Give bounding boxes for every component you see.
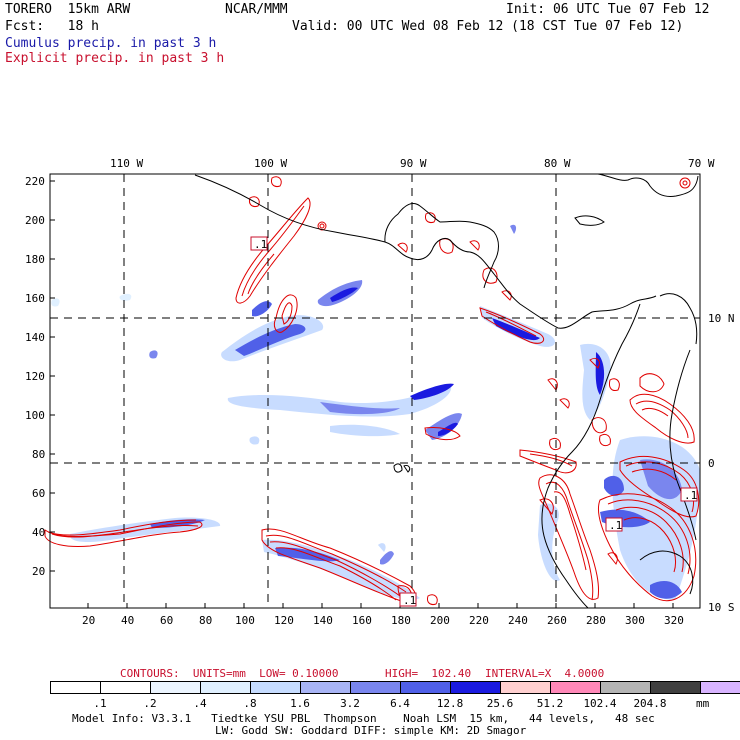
legend-cumulus: Cumulus precip. in past 3 h <box>5 36 217 51</box>
x-tick-label: 320 <box>664 614 684 627</box>
x-tick-label: 100 <box>235 614 255 627</box>
contour-label: .1 <box>684 489 698 502</box>
y-tick-label: 200 <box>25 214 45 227</box>
colorbar-label: 102.4 <box>583 697 617 710</box>
y-tick-label: 60 <box>32 487 46 500</box>
colorbar-swatch <box>500 681 551 694</box>
coastlines <box>194 173 699 609</box>
organization: NCAR/MMM <box>225 2 288 17</box>
y-tick-label: 80 <box>32 448 46 461</box>
colorbar-swatch <box>300 681 351 694</box>
colorbar-label: 51.2 <box>536 697 564 710</box>
init-time: Init: 06 UTC Tue 07 Feb 12 <box>506 2 710 17</box>
colorbar-swatch <box>50 681 101 694</box>
x-tick-label: 20 <box>82 614 96 627</box>
colorbar-label: .8 <box>243 697 257 710</box>
explicit-precip-contours <box>44 176 700 605</box>
y-tick-label: 180 <box>25 253 45 266</box>
forecast-hour: Fcst: 18 h <box>5 19 99 34</box>
colorbar-swatch <box>550 681 601 694</box>
x-tick-label: 80 <box>199 614 213 627</box>
y-tick-label: 160 <box>25 292 45 305</box>
contour-label: .1 <box>609 519 623 532</box>
contour-label-boxes <box>250 236 698 607</box>
contour-label: .1 <box>403 594 417 607</box>
lat-lon-grid <box>50 174 700 608</box>
model-name: TORERO 15km ARW <box>5 2 131 17</box>
colorbar-unit: mm <box>696 697 710 710</box>
colorbar-swatch <box>450 681 501 694</box>
valid-time: Valid: 00 UTC Wed 08 Feb 12 (18 CST Tue … <box>292 19 684 34</box>
colorbar-swatch <box>650 681 701 694</box>
x-tick-label: 240 <box>508 614 528 627</box>
x-tick-label: 180 <box>391 614 411 627</box>
colorbar-label: 6.4 <box>390 697 410 710</box>
lon-label: 90 W <box>400 157 427 170</box>
colorbar-label: 12.8 <box>436 697 464 710</box>
contour-interval: INTERVAL=X 4.0000 <box>485 667 605 680</box>
x-tick-label: 60 <box>160 614 174 627</box>
x-tick-label: 120 <box>274 614 294 627</box>
y-tick-label: 120 <box>25 370 45 383</box>
map-frame <box>49 173 701 609</box>
y-tick-label: 40 <box>32 526 46 539</box>
x-tick-label: 280 <box>586 614 606 627</box>
cumulus-precip-shading <box>51 224 700 600</box>
contour-units: CONTOURS: UNITS=mm LOW= 0.10000 <box>120 667 339 680</box>
colorbar-label: 204.8 <box>633 697 667 710</box>
colorbar-swatch <box>350 681 401 694</box>
legend-explicit: Explicit precip. in past 3 h <box>5 51 225 66</box>
contour-label: .1 <box>254 238 268 251</box>
colorbar-swatch <box>100 681 151 694</box>
x-tick-label: 220 <box>469 614 489 627</box>
physics-info: LW: Godd SW: Goddard DIFF: simple KM: 2D… <box>215 724 527 737</box>
colorbar-label: 3.2 <box>340 697 360 710</box>
colorbar-swatch <box>200 681 251 694</box>
colorbar-swatch <box>700 681 740 694</box>
y-tick-label: 140 <box>25 331 45 344</box>
colorbar-label: .1 <box>93 697 107 710</box>
colorbar-swatch <box>150 681 201 694</box>
colorbar-label: 1.6 <box>290 697 310 710</box>
y-tick-label: 100 <box>25 409 45 422</box>
lon-label: 100 W <box>254 157 288 170</box>
y-tick-label: 220 <box>25 175 45 188</box>
colorbar-swatch <box>600 681 651 694</box>
x-tick-label: 260 <box>547 614 567 627</box>
colorbar-swatch <box>250 681 301 694</box>
colorbar-swatch <box>400 681 451 694</box>
colorbar-label: 25.6 <box>486 697 514 710</box>
y-tick-label: 20 <box>32 565 46 578</box>
lon-label: 110 W <box>110 157 144 170</box>
model-info: Model Info: V3.3.1 Tiedtke YSU PBL Thomp… <box>72 712 655 725</box>
lat-label: 0 <box>708 457 715 470</box>
lat-label: 10 S <box>708 601 735 614</box>
x-tick-label: 300 <box>625 614 645 627</box>
lat-label: 10 N <box>708 312 735 325</box>
x-tick-label: 160 <box>352 614 372 627</box>
x-tick-label: 40 <box>121 614 135 627</box>
lon-label: 70 W <box>688 157 715 170</box>
x-tick-label: 200 <box>430 614 450 627</box>
colorbar-label: .2 <box>143 697 157 710</box>
contour-high: HIGH= 102.40 <box>385 667 472 680</box>
axis-ticks <box>50 180 674 608</box>
colorbar-label: .4 <box>193 697 207 710</box>
lon-label: 80 W <box>544 157 571 170</box>
x-tick-label: 140 <box>313 614 333 627</box>
